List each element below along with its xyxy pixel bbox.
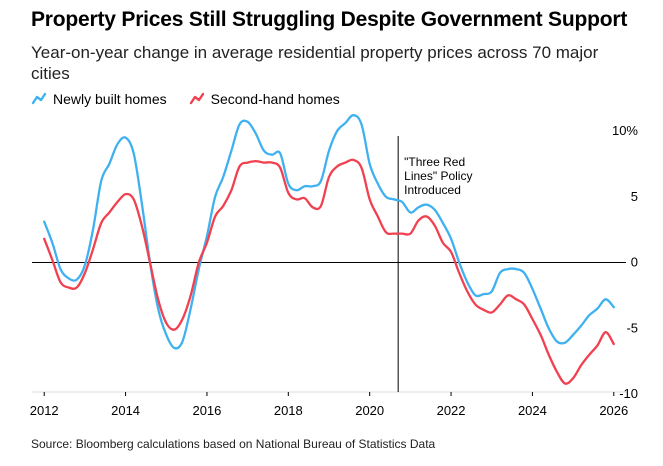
x-tick-label: 2012 [30, 403, 59, 418]
policy-annotation-text: Introduced [404, 183, 461, 197]
x-tick-label: 2014 [111, 403, 140, 418]
x-tick-label: 2022 [437, 403, 466, 418]
legend-swatch-second-hand [189, 92, 204, 105]
policy-annotation-text: Lines" Policy [404, 169, 472, 183]
series-line-second-hand [43, 158, 615, 385]
policy-annotation-text: "Three Red [404, 155, 465, 169]
x-tick-label: 2016 [192, 403, 221, 418]
legend-item-second-hand: Second-hand homes [189, 91, 340, 107]
legend-label-new-homes: Newly built homes [53, 91, 167, 107]
y-tick-label: 5 [631, 189, 638, 204]
legend-item-new-homes: Newly built homes [31, 91, 167, 107]
chart-title: Property Prices Still Struggling Despite… [31, 8, 628, 31]
x-tick-label: 2024 [518, 403, 547, 418]
x-tick-label: 2026 [599, 403, 628, 418]
source-note: Source: Bloomberg calculations based on … [31, 437, 436, 451]
y-tick-label: 10% [612, 123, 638, 138]
legend-swatch-new-homes [31, 92, 47, 105]
x-tick-label: 2018 [274, 403, 303, 418]
series-line-new-homes [43, 114, 615, 350]
legend: Newly built homes Second-hand homes [31, 91, 340, 107]
y-tick-label: -10 [619, 386, 638, 401]
y-tick-label: 0 [631, 255, 638, 270]
chart-subtitle: Year-on-year change in average residenti… [31, 43, 599, 83]
legend-label-second-hand: Second-hand homes [210, 91, 340, 107]
x-tick-label: 2020 [355, 403, 384, 418]
y-tick-label: -5 [626, 320, 638, 335]
